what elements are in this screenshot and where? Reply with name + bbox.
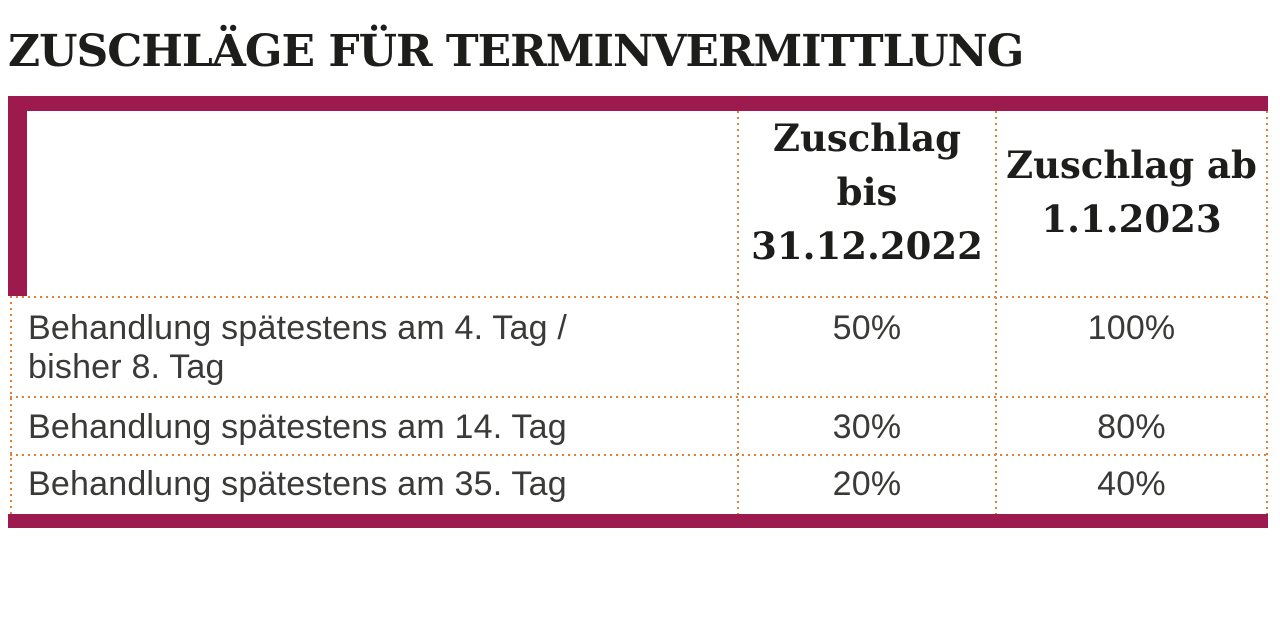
table-row-label: Behandlung spätestens am 35. Tag xyxy=(28,465,567,503)
table-row-value-before: 20% xyxy=(832,465,902,503)
table-row-label: Behandlung spätestens am 14. Tag xyxy=(28,408,567,446)
page-title: ZUSCHLÄGE FÜR TERMINVERMITTLUNG xyxy=(8,26,1024,77)
table-left-dotted-divider xyxy=(10,296,12,514)
table-row-value-after: 80% xyxy=(1097,408,1166,446)
column-header-after: Zuschlag ab 1.1.2023 xyxy=(1006,142,1257,241)
table-row-value-after: 40% xyxy=(1097,465,1166,503)
column-divider-2 xyxy=(995,111,997,514)
surcharge-table: Zuschlag bis 31.12.2022 Zuschlag ab 1.1.… xyxy=(8,96,1268,528)
column-divider-1 xyxy=(737,111,739,514)
table-right-dotted-divider xyxy=(1266,111,1268,514)
table-top-border xyxy=(8,96,1268,111)
table-row-value-before: 30% xyxy=(832,408,902,446)
table-row-value-before: 50% xyxy=(832,309,902,347)
table-row-label: Behandlung spätestens am 4. Tag / bisher… xyxy=(28,309,568,386)
table-row-value-after: 100% xyxy=(1087,309,1176,347)
row-divider-1 xyxy=(10,296,1266,298)
column-header-before: Zuschlag bis 31.12.2022 xyxy=(751,115,983,268)
row-divider-3 xyxy=(10,454,1266,456)
table-left-border xyxy=(8,96,27,296)
table-bottom-border xyxy=(8,514,1268,528)
row-divider-2 xyxy=(10,396,1266,398)
